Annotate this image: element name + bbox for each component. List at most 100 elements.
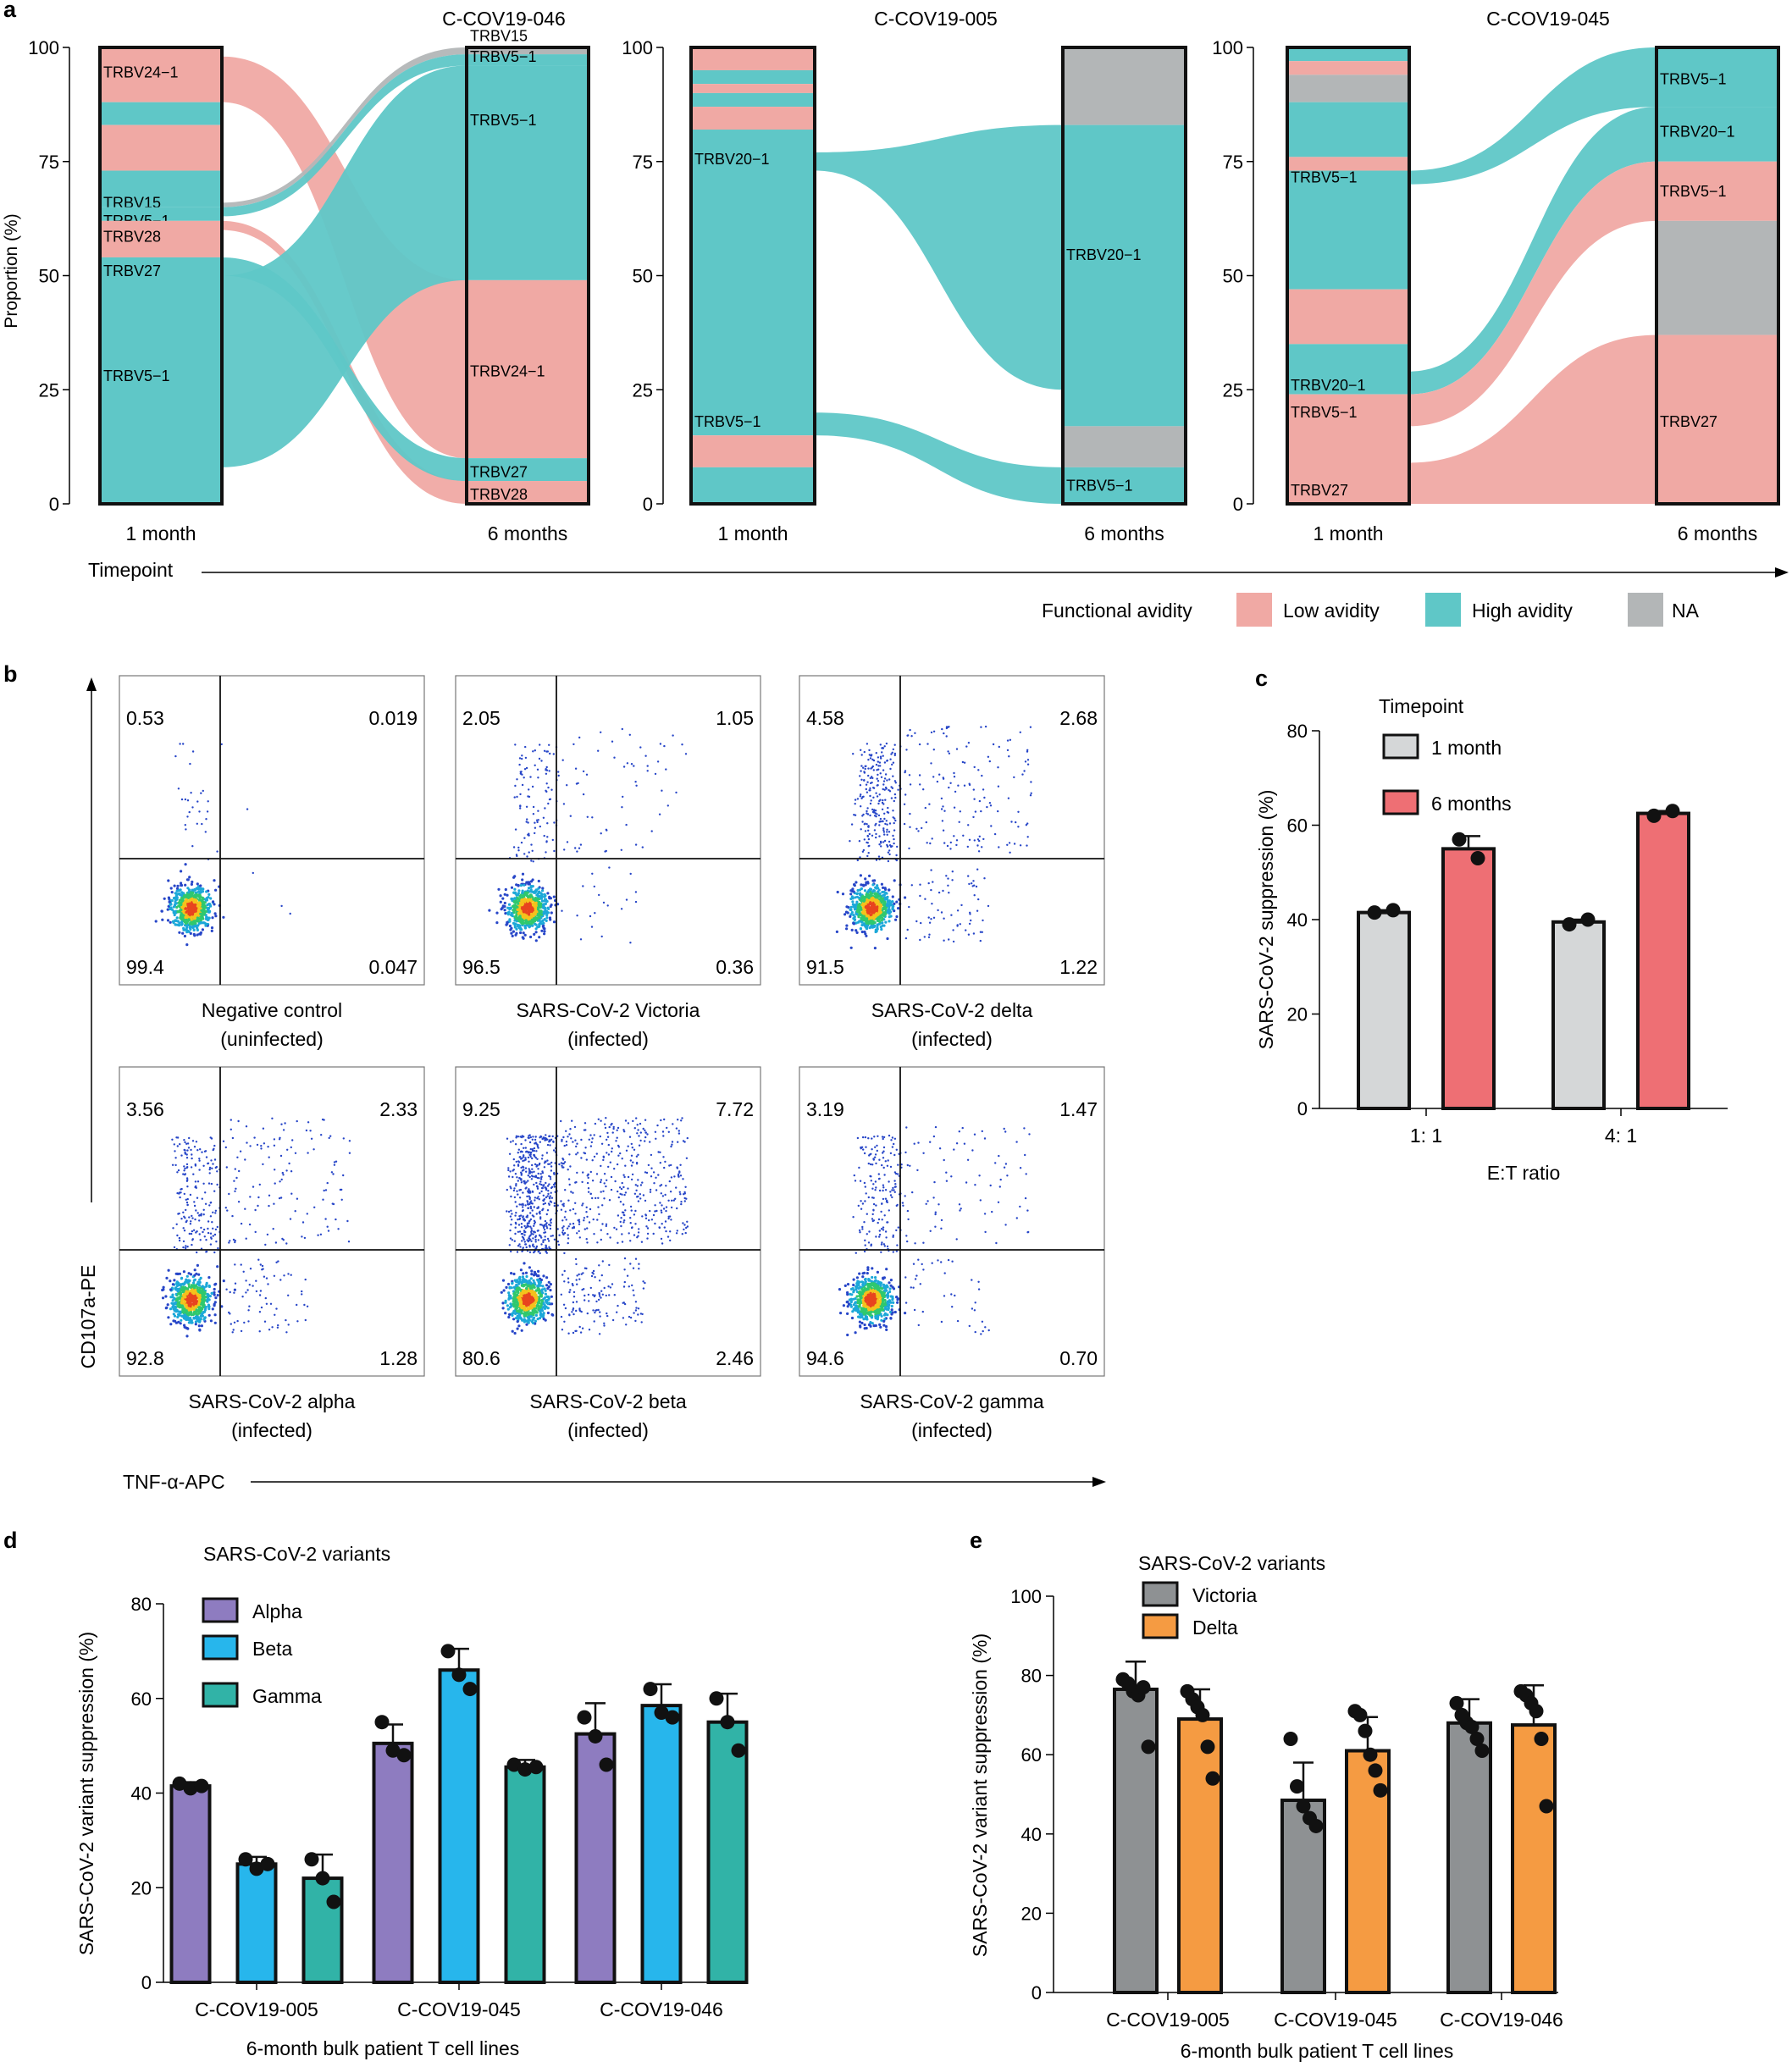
flow-dot <box>865 906 868 909</box>
y-tick-label: 100 <box>1212 37 1243 58</box>
flow-dot <box>529 899 533 903</box>
flow-dot <box>893 799 896 803</box>
flow-dot <box>268 1329 271 1331</box>
flow-dot <box>849 889 853 893</box>
flow-dot <box>866 791 869 793</box>
flow-dot <box>877 890 880 893</box>
flow-dot <box>920 921 922 925</box>
flow-dot <box>598 893 600 897</box>
flow-dot <box>321 1118 324 1121</box>
flow-dot <box>860 770 862 772</box>
flow-dot <box>543 930 546 933</box>
flow-dot <box>534 1272 538 1276</box>
stack-segment <box>1656 161 1778 221</box>
flow-dot <box>180 1154 183 1157</box>
flow-dot <box>512 909 515 912</box>
flow-dot <box>183 1165 185 1168</box>
flow-dot <box>196 933 199 937</box>
flow-dot <box>597 749 600 752</box>
flow-dot <box>851 900 855 904</box>
flow-dot <box>234 1239 236 1242</box>
flow-dot <box>868 832 871 836</box>
flow-dot <box>523 883 526 887</box>
flow-dot <box>520 1226 523 1229</box>
flow-dot <box>335 1160 338 1163</box>
flow-dot <box>890 753 893 755</box>
flow-dot <box>207 1307 211 1311</box>
flow-dot <box>997 766 999 769</box>
flow-dot <box>635 784 638 787</box>
flow-dot <box>552 753 555 755</box>
flow-dot <box>884 799 887 801</box>
flow-dot <box>190 922 193 926</box>
flow-dot <box>539 897 544 900</box>
flow-dot <box>310 1137 313 1141</box>
flow-dot <box>328 1136 330 1140</box>
flow-dot <box>516 897 520 900</box>
flow-dot <box>536 1158 539 1161</box>
flow-dot <box>871 905 875 909</box>
flow-dot <box>548 1141 550 1143</box>
flow-dot <box>937 891 941 894</box>
flow-dot <box>544 1292 548 1296</box>
flow-dot <box>971 882 973 885</box>
flow-dot <box>518 908 522 911</box>
flow-dot <box>176 1283 180 1286</box>
flow-dot <box>511 1239 514 1241</box>
flow-dot <box>169 1307 173 1311</box>
flow-dot <box>508 920 512 923</box>
flow-dot <box>213 1144 216 1147</box>
flow-dot <box>659 743 662 745</box>
flow-dot <box>523 1308 526 1312</box>
flow-dot <box>529 912 534 916</box>
flow-dot <box>185 915 189 919</box>
flow-dot <box>528 902 531 905</box>
timepoint-label: 1 month <box>1313 522 1383 544</box>
flow-dot <box>1029 794 1032 797</box>
flow-dot <box>500 1290 503 1294</box>
flow-dot <box>522 1191 524 1194</box>
flow-dot <box>852 890 855 893</box>
flow-dot <box>1006 739 1009 742</box>
flow-dot <box>860 778 863 781</box>
flow-dot <box>189 1273 193 1276</box>
flow-dot <box>285 1242 288 1245</box>
flow-dot <box>523 921 527 925</box>
flow-dot <box>186 896 191 899</box>
flow-dot <box>285 1331 288 1334</box>
flow-dot <box>519 772 523 775</box>
flow-dot <box>893 754 897 757</box>
flow-dot <box>549 1283 553 1286</box>
flow-dot <box>198 1329 202 1332</box>
flow-dot <box>888 912 891 915</box>
flow-dot <box>239 1150 242 1152</box>
stack-segment <box>1287 75 1409 102</box>
flow-dot <box>248 1284 251 1286</box>
flow-dot <box>275 1307 278 1310</box>
flow-dot <box>517 1287 521 1290</box>
flow-dot <box>965 929 967 931</box>
flow-dot <box>919 783 921 786</box>
flow-dot <box>523 1147 525 1150</box>
flow-dot <box>235 1176 238 1180</box>
flow-dot <box>287 1324 290 1326</box>
flow-dot <box>512 891 516 894</box>
flow-dot <box>207 1162 210 1165</box>
flow-dot <box>887 908 890 912</box>
flow-dot <box>240 1222 243 1225</box>
flow-dot <box>859 874 863 877</box>
flow-dot <box>971 885 974 887</box>
flow-dot <box>855 900 859 904</box>
flow-dot <box>194 891 197 894</box>
flow-dot <box>193 1146 196 1148</box>
flow-dot <box>317 1234 319 1236</box>
flow-dot <box>346 1219 349 1223</box>
flow-dot <box>541 904 545 907</box>
flow-dot <box>514 1226 517 1229</box>
flow-dot <box>191 925 195 928</box>
flow-dot <box>216 850 218 853</box>
flow-dot <box>515 1298 518 1302</box>
flow-dot <box>214 1282 218 1285</box>
flow-dot <box>528 1175 531 1179</box>
flow-dot <box>868 749 871 752</box>
